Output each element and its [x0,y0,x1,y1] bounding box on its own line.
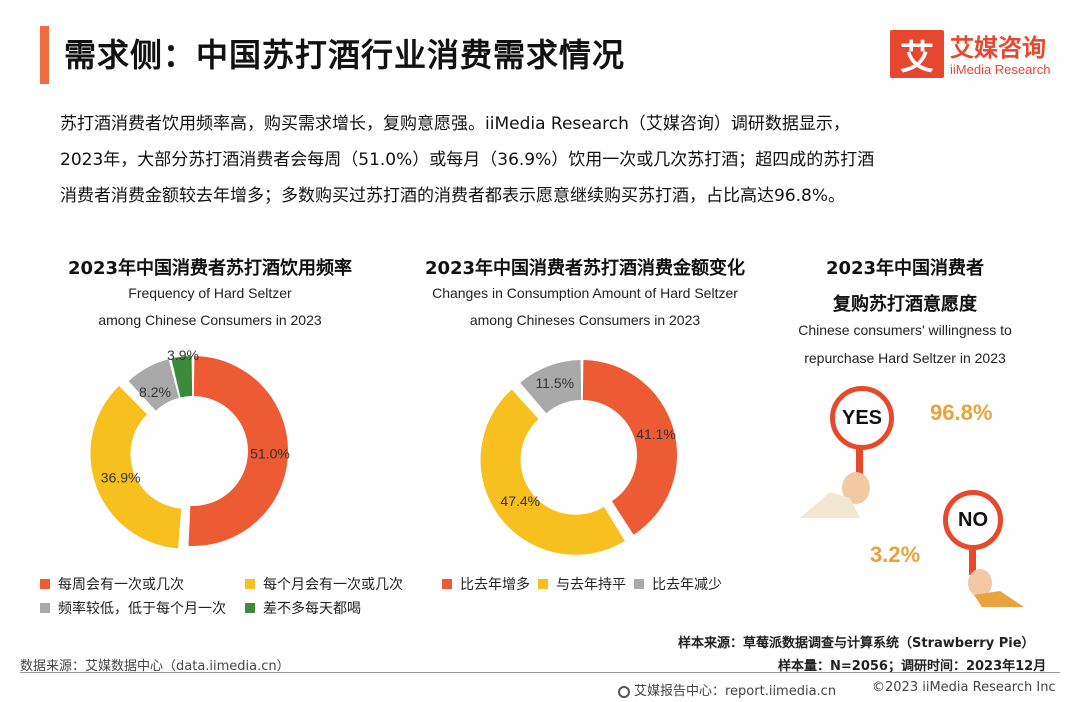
slice-label: 51.0% [250,445,290,461]
sample-size: 样本量：N=2056；调研时间：2023年12月 [778,659,1047,674]
logo-text-en: iiMedia Research [950,62,1051,77]
sample-source: 样本来源：草莓派数据调查与计算系统（Strawberry Pie） [678,636,1035,651]
yes-percentage: 96.8% [930,400,993,425]
chart1-title: 2023年中国消费者苏打酒饮用频率 [67,258,353,279]
page-title: 需求侧：中国苏打酒行业消费需求情况 [64,36,626,74]
yes-hand-icon [800,440,870,518]
slice-label: 11.5% [535,375,574,391]
report-center-text: 艾媒报告中心：report.iimedia.cn [634,684,837,699]
no-sign: NO [943,490,1003,550]
donut-slice [171,356,193,398]
legend-item: 每周会有一次或几次 [40,574,184,594]
report-center-icon [618,685,630,698]
legend-item: 与去年持平 [538,574,626,594]
legend-swatch [245,579,255,589]
no-percentage: 3.2% [870,542,921,567]
donut-slice [188,356,288,546]
chart1-subtitle-line: Frequency of Hard Seltzer [128,285,292,301]
intro-line: 2023年，大部分苏打酒消费者会每周（51.0%）或每月（36.9%）饮用一次或… [60,150,875,170]
donut-slice [90,385,182,549]
legend-swatch [442,579,452,589]
legend-swatch [40,603,50,613]
slice-label: 47.4% [500,493,540,509]
chart3-title-line: 复购苏打酒意愿度 [833,294,977,315]
legend-item: 比去年减少 [634,574,722,594]
donut-slice [480,389,625,555]
legend-item: 频率较低，低于每个月一次 [40,598,226,618]
legend-label: 与去年持平 [556,577,626,593]
data-source: 数据来源：艾媒数据中心（data.iimedia.cn） [20,659,290,674]
intro-paragraph: 苏打酒消费者饮用频率高，购买需求增长，复购意愿强。iiMedia Researc… [60,106,1040,214]
slice-label: 36.9% [101,469,141,485]
intro-line: 苏打酒消费者饮用频率高，购买需求增长，复购意愿强。iiMedia Researc… [60,114,850,134]
legend-label: 比去年增多 [460,577,530,593]
copyright: ©2023 iiMedia Research Inc [872,680,1056,695]
chart2-subtitle-line: among Chineses Consumers in 2023 [469,312,701,328]
footer-divider [20,672,1060,673]
legend-swatch [634,579,644,589]
slice-label: 3.9% [167,347,199,363]
chart3-title-line: 2023年中国消费者 [825,258,985,279]
legend-swatch [245,603,255,613]
logo-text-cn: 艾媒咨询 [950,34,1046,62]
chart3-subtitle-line: Chinese consumers' willingness to [798,322,1012,338]
donut-slice [128,359,179,411]
legend-label: 频率较低，低于每个月一次 [58,601,226,617]
legend-label: 每周会有一次或几次 [58,577,184,593]
chart1-subtitle-line: among Chinese Consumers in 2023 [98,312,322,328]
chart2-title: 2023年中国消费者苏打酒消费金额变化 [424,258,746,279]
legend-label: 差不多每天都喝 [263,601,361,617]
legend-swatch [40,579,50,589]
legend-swatch [538,579,548,589]
slice-label: 8.2% [139,384,171,400]
chart2-subtitle-line: Changes in Consumption Amount of Hard Se… [432,285,738,301]
donut-slice [582,360,678,535]
slice-label: 41.1% [636,426,676,442]
chart3-subtitle-line: repurchase Hard Seltzer in 2023 [804,350,1006,366]
legend-item: 差不多每天都喝 [245,598,361,618]
donut-slice [520,360,582,414]
legend-label: 每个月会有一次或几次 [263,577,403,593]
legend-item: 比去年增多 [442,574,530,594]
title-accent-bar [40,26,49,84]
report-center: 艾媒报告中心：report.iimedia.cn [618,680,836,699]
no-hand-icon [968,545,1024,607]
legend-label: 比去年减少 [652,577,722,593]
intro-line: 消费者消费金额较去年增多；多数购买过苏打酒的消费者都表示愿意继续购买苏打酒，占比… [60,186,846,206]
yes-sign: YES [830,386,894,450]
legend-item: 每个月会有一次或几次 [245,574,403,594]
logo-mark: 艾 [890,30,944,78]
